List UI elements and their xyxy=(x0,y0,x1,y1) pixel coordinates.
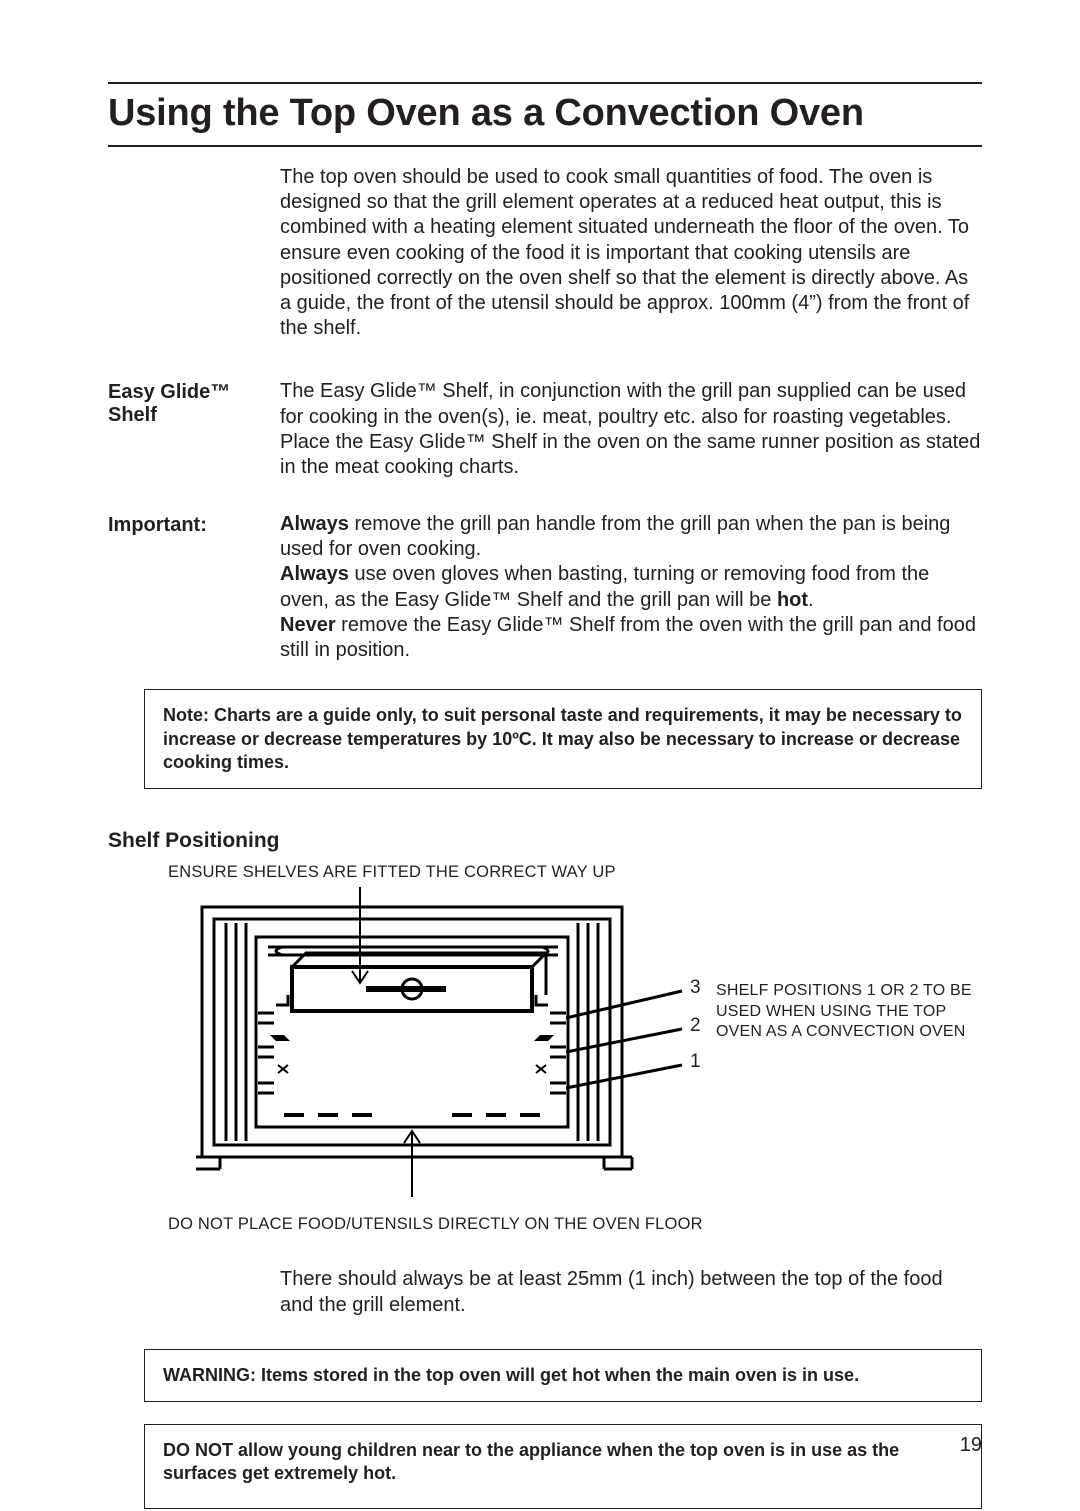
important-l2-end: . xyxy=(808,589,814,611)
easyglide-section: Easy Glide™ Shelf The Easy Glide™ Shelf,… xyxy=(108,379,982,480)
warning-box-2: DO NOT allow young children near to the … xyxy=(144,1424,982,1509)
shelf-number-3: 3 xyxy=(690,977,701,999)
warning-box-1: WARNING: Items stored in the top oven wi… xyxy=(144,1349,982,1402)
important-l2-bold: Always xyxy=(280,563,349,585)
clearance-note: There should always be at least 25mm (1 … xyxy=(280,1267,960,1318)
diagram-bottom-label: DO NOT PLACE FOOD/UTENSILS DIRECTLY ON T… xyxy=(168,1215,703,1234)
important-line3: Never remove the Easy Glide™ Shelf from … xyxy=(280,613,982,663)
important-body: Always remove the grill pan handle from … xyxy=(280,512,982,663)
oven-diagram-svg xyxy=(196,887,686,1197)
important-section: Important: Always remove the grill pan h… xyxy=(108,512,982,663)
important-l2-mid: use oven gloves when basting, turning or… xyxy=(280,563,929,610)
diagram-top-label: ENSURE SHELVES ARE FITTED THE CORRECT WA… xyxy=(168,863,616,882)
page-number: 19 xyxy=(960,1434,982,1457)
title-block: Using the Top Oven as a Convection Oven xyxy=(108,86,982,145)
easyglide-text: The Easy Glide™ Shelf, in conjunction wi… xyxy=(280,379,982,480)
note-box: Note: Charts are a guide only, to suit p… xyxy=(144,689,982,789)
important-l1-rest: remove the grill pan handle from the gri… xyxy=(280,513,950,560)
shelf-number-1: 1 xyxy=(690,1051,701,1073)
diagram-side-note: SHELF POSITIONS 1 OR 2 TO BE USED WHEN U… xyxy=(716,981,976,1042)
top-rule xyxy=(108,82,982,84)
shelf-positioning-heading: Shelf Positioning xyxy=(108,829,982,853)
important-label: Important: xyxy=(108,512,280,663)
important-l3-rest: remove the Easy Glide™ Shelf from the ov… xyxy=(280,614,976,661)
shelf-diagram: ENSURE SHELVES ARE FITTED THE CORRECT WA… xyxy=(144,863,982,1243)
important-l1-bold: Always xyxy=(280,513,349,535)
page-title: Using the Top Oven as a Convection Oven xyxy=(108,86,982,145)
intro-text: The top oven should be used to cook smal… xyxy=(280,165,982,341)
important-l3-bold: Never xyxy=(280,614,336,636)
intro-label xyxy=(108,165,280,341)
important-line2: Always use oven gloves when basting, tur… xyxy=(280,562,982,612)
title-underline xyxy=(108,145,982,147)
important-l2-hot: hot xyxy=(777,589,808,611)
shelf-number-2: 2 xyxy=(690,1015,701,1037)
easyglide-body: The Easy Glide™ Shelf, in conjunction wi… xyxy=(280,379,982,480)
intro-section: The top oven should be used to cook smal… xyxy=(108,165,982,341)
easyglide-label: Easy Glide™ Shelf xyxy=(108,379,280,480)
important-line1: Always remove the grill pan handle from … xyxy=(280,512,982,562)
intro-body: The top oven should be used to cook smal… xyxy=(280,165,982,341)
